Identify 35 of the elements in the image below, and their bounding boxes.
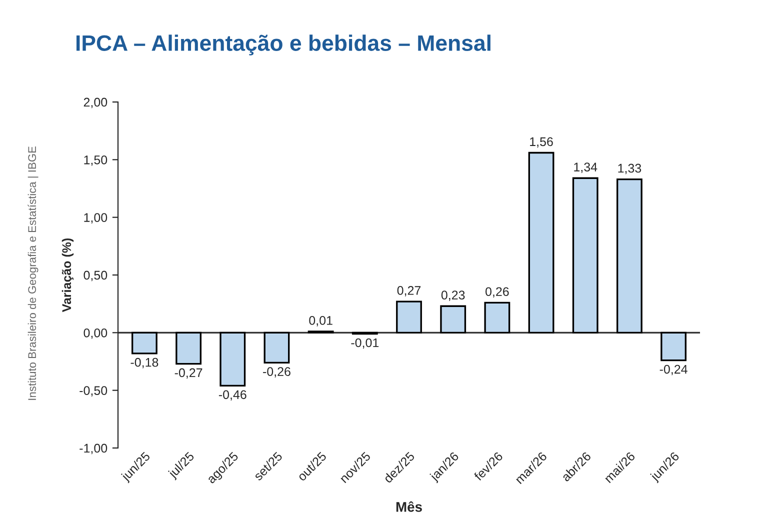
text: Instituto Brasileiro de Geografia e Estatística | IBGE bbox=[28, 146, 38, 400]
data-label: 0,01 bbox=[309, 316, 332, 326]
x-axis-title: Mês bbox=[396, 501, 422, 512]
y-tick-label: 1,50 bbox=[84, 155, 108, 166]
y-tick-label: 1,00 bbox=[84, 213, 108, 224]
bar bbox=[616, 178, 642, 334]
bar bbox=[440, 305, 466, 334]
bar bbox=[484, 302, 510, 334]
bar bbox=[264, 332, 290, 364]
data-label: -0,46 bbox=[218, 390, 246, 401]
chart-title: IPCA – Alimentação e bebidas – Mensal bbox=[76, 34, 490, 56]
data-label: -0,18 bbox=[130, 358, 158, 368]
data-label: 0,23 bbox=[441, 290, 465, 301]
bar bbox=[396, 300, 422, 334]
data-label: -0,27 bbox=[174, 368, 202, 379]
data-label: 1,56 bbox=[530, 137, 553, 148]
y-tick-label: 0,50 bbox=[84, 270, 108, 282]
data-label: -0,24 bbox=[660, 364, 688, 376]
data-label: -0,01 bbox=[351, 338, 379, 349]
y-tick-label: -1,00 bbox=[80, 444, 108, 454]
data-label: 1,33 bbox=[618, 164, 642, 174]
data-label: 0,26 bbox=[486, 287, 509, 298]
y-tick-label: 0,00 bbox=[84, 328, 108, 339]
bar bbox=[176, 332, 202, 365]
bar bbox=[528, 152, 554, 334]
y-axis-title: Variação (%) bbox=[62, 238, 74, 312]
bar bbox=[572, 177, 598, 334]
data-label: -0,26 bbox=[263, 367, 290, 378]
bar bbox=[660, 332, 687, 362]
y-tick-label: -0,50 bbox=[80, 386, 108, 396]
y-tick-label: 2,00 bbox=[84, 98, 108, 108]
data-label: 1,34 bbox=[574, 162, 598, 173]
bar bbox=[220, 332, 246, 387]
bar bbox=[131, 332, 158, 354]
data-label: 0,27 bbox=[397, 286, 421, 296]
